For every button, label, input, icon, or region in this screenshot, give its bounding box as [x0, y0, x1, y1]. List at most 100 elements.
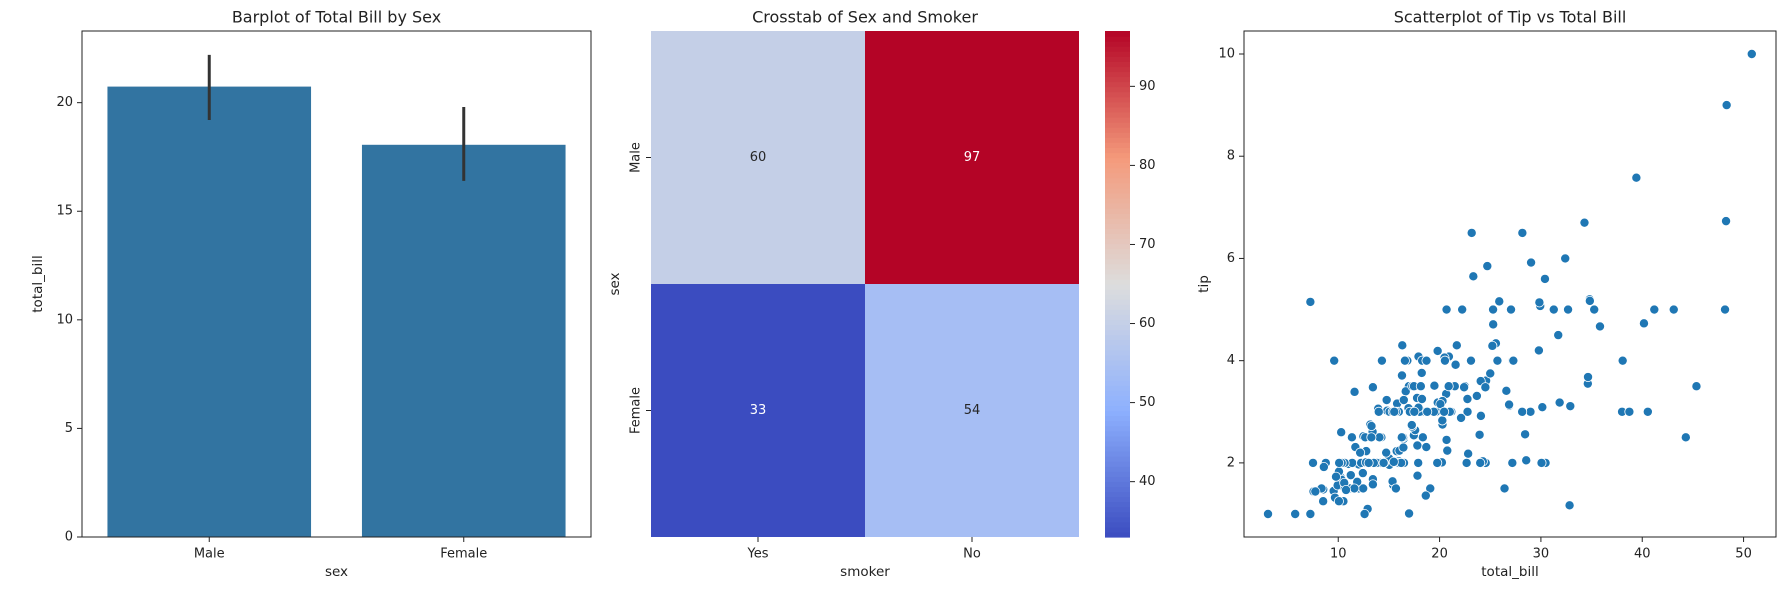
- scatter-point: [1349, 483, 1360, 494]
- colorbar-tick-label: 60: [1139, 316, 1156, 331]
- y-tick-label: Male: [629, 142, 644, 173]
- colorbar-step: [1105, 445, 1130, 452]
- colorbar-step: [1105, 167, 1130, 174]
- scatter-point: [1517, 227, 1528, 238]
- scatter-point: [1499, 483, 1510, 494]
- colorbar-step: [1105, 132, 1130, 138]
- scatter-point: [1456, 412, 1467, 423]
- colorbar-step: [1105, 496, 1130, 503]
- colorbar-step: [1105, 491, 1130, 498]
- scatter-point: [1355, 447, 1366, 458]
- scatter-point: [1564, 500, 1575, 511]
- scatter-point: [1475, 457, 1486, 468]
- scatter-point: [1366, 432, 1377, 443]
- scatter-point: [1554, 397, 1565, 408]
- colorbar-step: [1105, 253, 1130, 260]
- scatter-point: [1349, 386, 1360, 397]
- colorbar-step: [1105, 471, 1130, 477]
- heatmap-cell: [651, 284, 865, 537]
- scatter-point: [1457, 304, 1468, 315]
- scatter-point: [1415, 381, 1426, 392]
- colorbar-step: [1105, 238, 1130, 245]
- colorbar-step: [1105, 354, 1130, 361]
- y-tick-label: 4: [1227, 353, 1235, 368]
- colorbar-step: [1105, 182, 1130, 189]
- chart-title: Barplot of Total Bill by Sex: [232, 8, 441, 27]
- cell-label: 33: [750, 403, 767, 418]
- colorbar-step: [1105, 334, 1130, 341]
- colorbar-step: [1105, 147, 1130, 154]
- scatter-point: [1691, 381, 1702, 392]
- y-tick-label: 15: [56, 204, 73, 219]
- colorbar-step: [1105, 299, 1130, 305]
- scatter-point: [1680, 432, 1691, 443]
- colorbar-step: [1105, 137, 1130, 143]
- colorbar-step: [1105, 456, 1130, 462]
- y-axis-label: sex: [607, 272, 623, 295]
- x-tick-label: Female: [440, 547, 487, 562]
- colorbar-step: [1105, 91, 1130, 98]
- colorbar-step: [1105, 187, 1130, 194]
- colorbar-step: [1105, 461, 1130, 467]
- colorbar-step: [1105, 51, 1130, 57]
- scatter-point: [1329, 355, 1340, 366]
- scatter-point: [1617, 355, 1628, 366]
- colorbar-step: [1105, 304, 1130, 310]
- colorbar-step: [1105, 278, 1130, 285]
- colorbar-step: [1105, 516, 1130, 523]
- x-tick-label: No: [963, 547, 981, 562]
- colorbar-tick-label: 50: [1139, 395, 1156, 410]
- colorbar-step: [1105, 233, 1130, 240]
- y-tick-label: 0: [65, 530, 73, 545]
- scatter-point: [1397, 340, 1408, 351]
- scatter-point: [1417, 432, 1428, 443]
- scatter-point: [1367, 382, 1378, 393]
- scatter-point: [1334, 457, 1345, 468]
- scatter-point: [1359, 508, 1370, 519]
- scatter-point: [1308, 457, 1319, 468]
- scatter-point: [1412, 440, 1423, 451]
- scatter-point: [1649, 304, 1660, 315]
- scatter-point: [1721, 100, 1732, 111]
- colorbar-step: [1105, 66, 1130, 73]
- scatter-point: [1536, 457, 1547, 468]
- scatter-point: [1450, 359, 1461, 370]
- scatter-point: [1290, 508, 1301, 519]
- colorbar-step: [1105, 111, 1130, 118]
- colorbar-step: [1105, 314, 1130, 321]
- scatter-point: [1462, 406, 1473, 417]
- scatter-point: [1429, 380, 1440, 391]
- colorbar-step: [1105, 268, 1130, 275]
- colorbar-step: [1105, 142, 1130, 148]
- colorbar-step: [1105, 324, 1130, 331]
- scatter-point: [1367, 479, 1378, 490]
- scatter-point: [1548, 304, 1559, 315]
- colorbar-step: [1105, 329, 1130, 336]
- scatter-point: [1263, 508, 1274, 519]
- scatter-point: [1560, 253, 1571, 264]
- colorbar-step: [1105, 127, 1130, 133]
- colorbar-step: [1105, 243, 1130, 250]
- y-tick-label: Female: [629, 387, 644, 434]
- heatmap-cell: [865, 284, 1079, 537]
- colorbar-tick-label: 40: [1139, 474, 1156, 489]
- chart-title: Crosstab of Sex and Smoker: [752, 8, 978, 27]
- scatter-point: [1421, 355, 1432, 366]
- colorbar-step: [1105, 36, 1130, 42]
- scatter-point: [1475, 410, 1486, 421]
- colorbar-step: [1105, 289, 1130, 295]
- scatter-point: [1318, 496, 1329, 507]
- scatter-point: [1720, 304, 1731, 315]
- scatter-point: [1525, 406, 1536, 417]
- x-tick-label: 50: [1735, 547, 1752, 562]
- colorbar-step: [1105, 370, 1130, 376]
- scatter-point: [1381, 395, 1392, 406]
- scatter-point: [1388, 456, 1399, 467]
- colorbar-step: [1105, 117, 1130, 123]
- scatter-point: [1357, 468, 1368, 479]
- scatter-point: [1501, 385, 1512, 396]
- scatter-point: [1416, 367, 1427, 378]
- colorbar-step: [1105, 273, 1130, 280]
- scatter-point: [1420, 490, 1431, 501]
- scatter-point: [1363, 457, 1374, 468]
